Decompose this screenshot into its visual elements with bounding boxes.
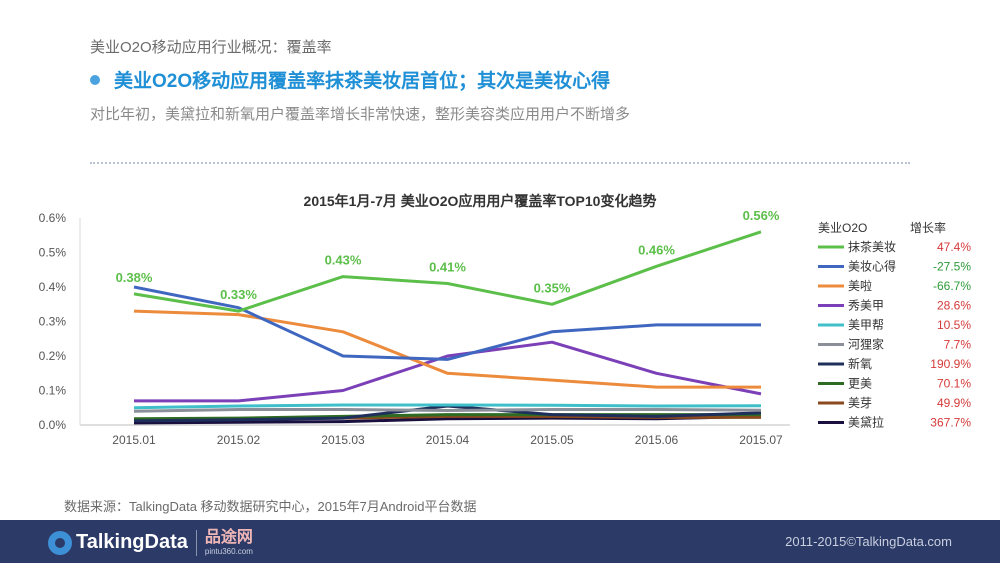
x-tick-label: 2015.06 (635, 433, 679, 447)
talkingdata-logo: TalkingData 品途网 pintu360.com (48, 529, 253, 556)
legend-growth: 49.9% (937, 396, 971, 410)
legend-growth: 190.9% (930, 357, 971, 371)
legend-growth: 7.7% (944, 338, 972, 352)
x-tick-label: 2015.03 (321, 433, 365, 447)
legend-growth: 367.7% (930, 416, 971, 430)
legend-header-rate: 增长率 (910, 220, 946, 235)
legend-label: 抹茶美妆 (848, 239, 896, 254)
legend-header-name: 美业O2O (818, 221, 867, 235)
headline-text: 美业O2O移动应用覆盖率抹茶美妆居首位；其次是美妆心得 (114, 71, 611, 92)
page-headline: 美业O2O移动应用覆盖率抹茶美妆居首位；其次是美妆心得 (90, 66, 610, 93)
legend-growth: -27.5% (933, 260, 971, 274)
series-line-美甲帮 (133, 403, 762, 410)
series-line-秀美甲 (134, 340, 762, 403)
legend-label: 美甲帮 (848, 318, 884, 332)
x-tick-label: 2015.05 (530, 433, 574, 447)
legend-label: 美啦 (848, 278, 872, 293)
legend-label: 美妆心得 (848, 259, 896, 274)
data-label: 0.38% (116, 270, 153, 285)
y-tick-label: 0.2% (39, 349, 67, 363)
legend-label: 新氧 (848, 356, 872, 371)
talkingdata-logo-icon (48, 530, 72, 555)
data-label: 0.41% (429, 260, 466, 275)
logo-divider (195, 529, 197, 556)
y-tick-label: 0.4% (39, 280, 67, 294)
partner-logo: 品途网 pintu360.com (205, 529, 253, 556)
y-tick-label: 0.3% (39, 315, 67, 329)
line-chart: 2015年1月-7月 美业O2O应用用户覆盖率TOP10变化趋势 0.0% 0.1%… (39, 193, 972, 447)
bullet-icon (90, 74, 100, 85)
x-tick-label: 2015.01 (112, 433, 156, 447)
data-label: 0.33% (220, 287, 257, 302)
y-tick-label: 0.6% (39, 211, 67, 225)
series-line-河狸家 (133, 408, 762, 413)
data-label: 0.46% (638, 242, 675, 257)
series-line-美啦 (133, 309, 761, 389)
x-tick-label: 2015.07 (739, 433, 783, 447)
y-tick-label: 0.1% (39, 384, 67, 398)
legend-label: 秀美甲 (848, 299, 884, 313)
legend-growth: 70.1% (937, 377, 971, 391)
copyright-text: 2011-2015©TalkingData.com (785, 534, 952, 549)
chart-title: 2015年1月-7月 美业O2O应用用户覆盖率TOP10变化趋势 (304, 193, 657, 209)
data-source-note: 数据来源：TalkingData 移动数据研究中心，2015年7月Android… (64, 499, 477, 514)
partner-url: pintu360.com (204, 547, 253, 556)
breadcrumb: 美业O2O移动应用行业概况：覆盖率 (90, 39, 332, 56)
legend-growth: -66.7% (933, 279, 971, 293)
legend-growth: 10.5% (937, 318, 971, 332)
data-label: 0.43% (325, 253, 362, 268)
legend-label: 美芽 (848, 396, 872, 410)
legend-label: 美黛拉 (848, 415, 884, 430)
series-line-抹茶美妆 (133, 230, 762, 313)
y-tick-label: 0.0% (39, 418, 67, 432)
legend-growth: 28.6% (937, 299, 971, 313)
data-label: 0.35% (534, 280, 571, 295)
partner-name: 品途网 (204, 527, 253, 546)
x-tick-label: 2015.04 (426, 433, 470, 447)
legend-label: 河狸家 (848, 337, 884, 352)
series-line-美妆心得 (133, 285, 761, 361)
series-line-更美 (133, 413, 761, 421)
legend-label: 更美 (848, 377, 872, 391)
footer-bar (0, 520, 1000, 563)
x-tick-label: 2015.02 (217, 433, 261, 447)
page-subtitle: 对比年初，美黛拉和新氧用户覆盖率增长非常快速，整形美容类应用用户不断增多 (90, 106, 631, 123)
divider-line (90, 162, 910, 164)
data-label: 0.56% (743, 208, 780, 223)
brand-name: TalkingData (76, 531, 188, 553)
y-tick-label: 0.5% (39, 246, 67, 260)
legend-growth: 47.4% (937, 240, 971, 254)
